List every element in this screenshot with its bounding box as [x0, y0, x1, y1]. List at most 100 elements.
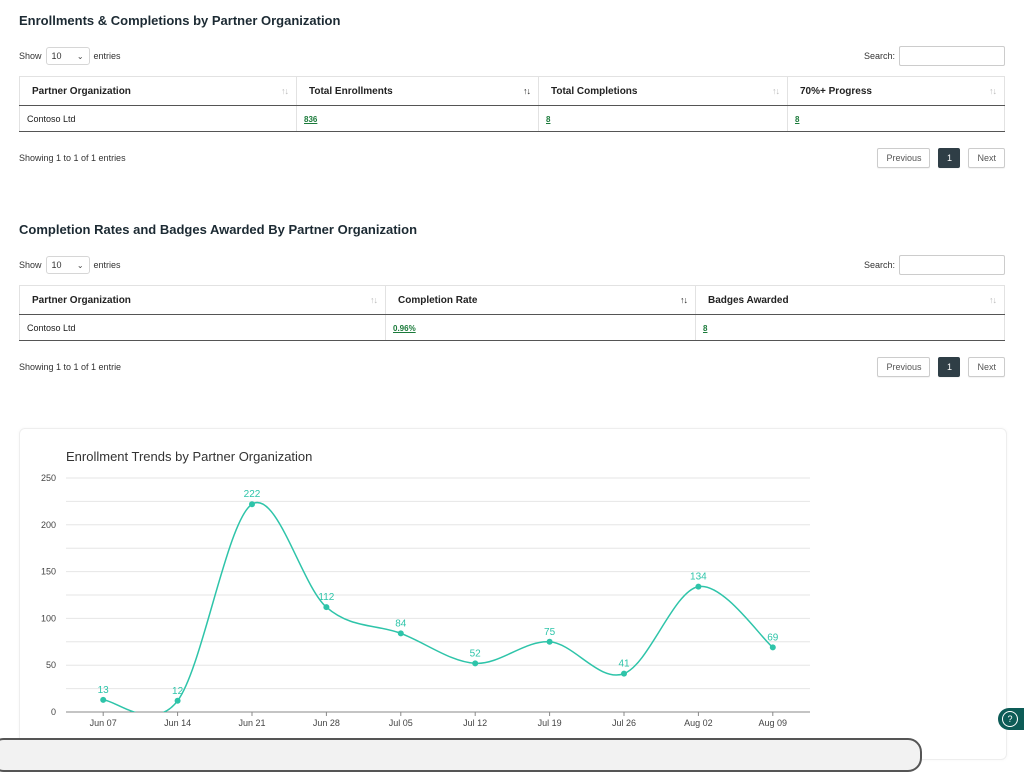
- table-row: Contoso Ltd 0.96% 8: [19, 314, 1005, 341]
- series-line: [103, 501, 774, 712]
- section-title: Completion Rates and Badges Awarded By P…: [19, 222, 418, 237]
- x-tick-label: Jun 21: [238, 718, 265, 728]
- pagination: Previous 1 Next: [877, 357, 1005, 377]
- data-label: 75: [544, 627, 556, 638]
- page-length-control: Show 10 ⌄ entries: [19, 255, 121, 275]
- badges-awarded-link[interactable]: 8: [703, 323, 708, 333]
- data-point: [472, 660, 479, 667]
- data-point: [769, 644, 776, 651]
- completion-rates-table: Partner Organization ↑↓ Completion Rate ↑↓…: [19, 285, 1005, 341]
- sort-icon: ↑↓: [989, 295, 997, 305]
- column-header-progress[interactable]: 70%+ Progress ↑↓: [787, 76, 1005, 106]
- data-label: 12: [172, 686, 184, 697]
- data-point: [695, 583, 702, 590]
- data-point: [397, 630, 404, 637]
- bottom-panel: [0, 738, 922, 772]
- page-length-select[interactable]: 10 ⌄: [45, 256, 90, 274]
- total-completions-link[interactable]: 8: [546, 114, 551, 124]
- search-input[interactable]: [899, 255, 1005, 275]
- section-title: Enrollments & Completions by Partner Org…: [19, 13, 341, 28]
- data-label: 84: [395, 618, 407, 629]
- data-point: [323, 604, 330, 611]
- data-label: 41: [618, 659, 630, 670]
- column-header-partner-organization[interactable]: Partner Organization ↑↓: [19, 76, 297, 106]
- column-header-completion-rate[interactable]: Completion Rate ↑↓: [385, 285, 696, 315]
- y-tick-label: 250: [41, 473, 56, 483]
- data-label: 69: [767, 632, 779, 643]
- table-controls: Show 10 ⌄ entries Search:: [19, 255, 1005, 277]
- total-completions-cell: 8: [538, 105, 788, 132]
- progress-link[interactable]: 8: [795, 114, 800, 124]
- data-label: 13: [98, 685, 110, 696]
- help-icon: ?: [1002, 711, 1018, 727]
- data-point: [100, 696, 107, 703]
- page-button-current[interactable]: 1: [938, 357, 961, 377]
- sort-icon: ↑↓: [281, 86, 289, 96]
- badges-awarded-cell: 8: [695, 314, 1005, 341]
- next-button[interactable]: Next: [968, 357, 1005, 377]
- x-tick-label: Jul 05: [389, 718, 413, 728]
- y-tick-label: 50: [46, 660, 56, 670]
- data-point: [174, 697, 181, 704]
- x-tick-label: Jun 28: [313, 718, 340, 728]
- completion-rate-link[interactable]: 0.96%: [393, 323, 416, 333]
- chevron-down-icon: ⌄: [76, 51, 84, 61]
- table-row: Contoso Ltd 836 8 8: [19, 105, 1005, 132]
- next-button[interactable]: Next: [968, 148, 1005, 168]
- page-length-value: 10: [51, 260, 62, 270]
- data-label: 222: [244, 489, 261, 500]
- enrollments-section: Enrollments & Completions by Partner Org…: [19, 12, 1005, 170]
- search-control: Search:: [864, 255, 1005, 275]
- sort-icon: ↑↓: [772, 86, 780, 96]
- pagination: Previous 1 Next: [877, 148, 1005, 168]
- total-enrollments-cell: 836: [296, 105, 539, 132]
- total-enrollments-link[interactable]: 836: [304, 114, 318, 124]
- x-tick-label: Jul 12: [463, 718, 487, 728]
- column-header-badges-awarded[interactable]: Badges Awarded ↑↓: [695, 285, 1005, 315]
- data-label: 112: [318, 592, 334, 603]
- y-tick-label: 200: [41, 520, 56, 530]
- search-label: Search:: [863, 260, 895, 270]
- sort-icon: ↑↓: [370, 295, 378, 305]
- enrollment-trends-chart: 0 50 100 150 200 250 Jun 07 Jun 14 Jun 21 Jun 28 J…: [41, 473, 810, 728]
- entries-label: entries: [93, 260, 121, 270]
- x-tick-label: Jul 19: [538, 718, 562, 728]
- search-control: Search:: [864, 46, 1005, 66]
- show-label: Show: [19, 260, 42, 270]
- sort-icon: ↑↓: [523, 86, 531, 96]
- progress-cell: 8: [787, 105, 1005, 132]
- x-tick-label: Aug 02: [684, 718, 713, 728]
- search-input[interactable]: [899, 46, 1005, 66]
- partner-organization-cell: Contoso Ltd: [19, 314, 386, 341]
- column-header-partner-organization[interactable]: Partner Organization ↑↓: [19, 285, 386, 315]
- data-point: [249, 501, 255, 508]
- previous-button[interactable]: Previous: [877, 148, 931, 168]
- data-label: 134: [690, 572, 707, 583]
- page-length-select[interactable]: 10 ⌄: [45, 47, 90, 65]
- data-label: 52: [470, 648, 482, 659]
- data-point: [621, 670, 627, 677]
- table-info: Showing 1 to 1 of 1 entrie: [19, 362, 122, 372]
- column-header-total-completions[interactable]: Total Completions ↑↓: [538, 76, 788, 106]
- partner-organization-cell: Contoso Ltd: [19, 105, 297, 132]
- help-button[interactable]: ?: [998, 708, 1024, 730]
- completion-rates-section: Completion Rates and Badges Awarded By P…: [19, 221, 1005, 379]
- column-header-total-enrollments[interactable]: Total Enrollments ↑↓: [296, 76, 539, 106]
- previous-button[interactable]: Previous: [877, 357, 931, 377]
- x-tick-label: Jul 26: [612, 718, 636, 728]
- sort-icon: ↑↓: [680, 295, 688, 305]
- completion-rate-cell: 0.96%: [385, 314, 696, 341]
- x-tick-label: Aug 09: [759, 718, 788, 728]
- y-tick-label: 100: [41, 613, 56, 623]
- table-controls: Show 10 ⌄ entries Search:: [19, 46, 1005, 68]
- sort-icon: ↑↓: [989, 86, 997, 96]
- page-length-control: Show 10 ⌄ entries: [19, 46, 121, 66]
- chart-title: Enrollment Trends by Partner Organizatio…: [66, 449, 313, 464]
- page-length-value: 10: [51, 51, 62, 61]
- table-footer: Showing 1 to 1 of 1 entries Previous 1 N…: [19, 148, 1005, 170]
- data-point: [546, 638, 553, 645]
- table-info: Showing 1 to 1 of 1 entries: [19, 153, 126, 163]
- page-button-current[interactable]: 1: [938, 148, 961, 168]
- chevron-down-icon: ⌄: [76, 260, 84, 270]
- x-tick-label: Jun 14: [164, 718, 191, 728]
